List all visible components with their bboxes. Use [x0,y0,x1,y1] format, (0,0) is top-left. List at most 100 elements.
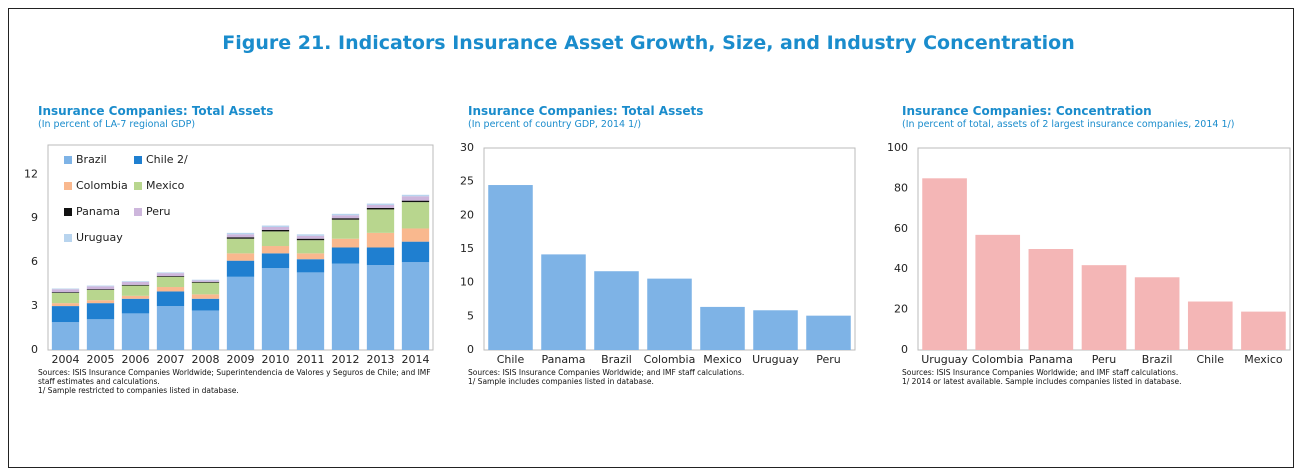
bar [1241,311,1286,350]
source-note: Sources: ISIS Insurance Companies Worldw… [902,368,1179,377]
y-tick-label: 3 [31,299,38,312]
bar-segment [296,238,325,241]
bar-segment [121,281,150,285]
bar [1081,265,1127,350]
figure-frame [8,8,1294,468]
x-tick-label: Colombia [644,353,696,366]
bar-segment [86,286,115,290]
bar [488,185,533,350]
y-tick-label: 80 [894,181,908,194]
y-tick-label: 100 [887,141,908,154]
bar [806,315,851,350]
bar [922,178,967,350]
x-tick-label: Uruguay [752,353,799,366]
y-tick-label: 6 [31,255,38,268]
bar-segment [226,234,255,238]
y-tick-label: 12 [24,167,38,180]
x-tick-label: 2004 [52,353,80,366]
legend-swatch [64,182,72,190]
source-note: Sources: ISIS Insurance Companies Worldw… [38,368,431,386]
bar-segment [366,203,395,206]
bar-segment [86,289,115,301]
bar-segment [331,247,360,264]
y-tick-label: 0 [467,343,474,356]
bar [647,278,692,350]
bar-segment [156,272,185,274]
bar-segment [156,287,185,292]
y-tick-label: 0 [901,343,908,356]
legend-label: Uruguay [76,231,123,244]
bar-segment [296,253,325,260]
bar [1028,249,1074,350]
y-tick-label: 15 [460,242,474,255]
legend-label: Mexico [146,179,185,192]
bar-segment [51,289,80,293]
legend-label: Peru [146,205,171,218]
x-tick-label: Panama [1029,353,1073,366]
y-tick-label: 9 [31,211,38,224]
x-tick-label: 2013 [367,353,395,366]
bar-segment [51,306,80,323]
y-tick-label: 40 [894,262,908,275]
bar-segment [156,291,185,307]
bar-segment [51,303,80,307]
bar-segment [401,228,430,242]
bar-segment [121,313,150,350]
source-note: 1/ 2014 or latest available. Sample incl… [902,377,1182,386]
bar-segment [51,288,80,290]
bar-segment [261,268,290,350]
bar-segment [261,229,290,232]
x-tick-label: 2012 [332,353,360,366]
bar [594,271,639,350]
y-tick-label: 60 [894,222,908,235]
x-tick-label: Panama [541,353,585,366]
x-tick-label: Chile [1197,353,1225,366]
bar-segment [366,265,395,350]
bar-segment [401,262,430,350]
bar-segment [366,207,395,210]
bar-segment [296,259,325,273]
bar-segment [226,276,255,350]
bar [753,310,798,350]
bar-segment [86,319,115,350]
chart-title: Insurance Companies: Concentration [902,104,1152,118]
legend-swatch [134,156,142,164]
bar [541,254,586,350]
bar-segment [156,273,185,277]
legend-label: Colombia [76,179,128,192]
y-tick-label: 0 [31,343,38,356]
source-note: 1/ Sample includes companies listed in d… [468,377,654,386]
bar-segment [191,298,220,311]
bar-segment [261,231,290,247]
bar-segment [191,279,220,281]
bar-segment [51,322,80,350]
bar-segment [86,285,115,287]
bar [975,234,1021,350]
bar-segment [366,209,395,233]
bar-segment [401,202,430,229]
bar-segment [86,300,115,304]
bar-segment [331,213,360,216]
bar-segment [401,196,430,201]
x-tick-label: Mexico [703,353,742,366]
bar-segment [51,292,80,304]
y-tick-label: 10 [460,276,474,289]
x-tick-label: Peru [816,353,841,366]
bar-segment [366,205,395,208]
bar-segment [86,289,115,290]
x-tick-label: 2011 [297,353,325,366]
y-tick-label: 25 [460,175,474,188]
bar-segment [226,238,255,254]
x-tick-label: 2005 [87,353,115,366]
bar-segment [366,247,395,266]
chart-subtitle: (In percent of country GDP, 2014 1/) [468,119,642,130]
legend-swatch [134,208,142,216]
bar-segment [261,253,290,268]
x-tick-label: 2014 [402,353,430,366]
legend-swatch [64,208,72,216]
bar-segment [331,238,360,248]
y-tick-label: 30 [460,141,474,154]
x-tick-label: 2006 [122,353,150,366]
